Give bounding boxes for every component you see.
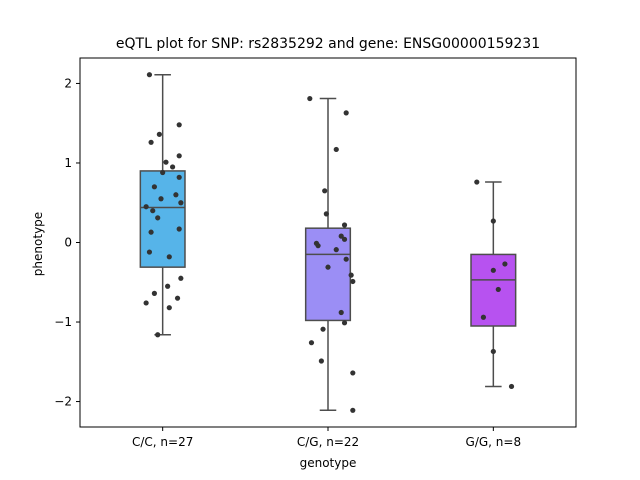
- data-point: [163, 159, 169, 165]
- data-point: [341, 320, 348, 326]
- data-point: [160, 169, 166, 176]
- data-point: [166, 254, 172, 260]
- data-point: [155, 215, 161, 221]
- data-point: [338, 309, 344, 316]
- data-point: [323, 211, 329, 217]
- x-tick-label: C/G, n=22: [297, 435, 359, 449]
- data-point: [490, 348, 496, 355]
- data-point: [341, 222, 348, 228]
- data-point: [341, 236, 348, 242]
- data-point: [480, 314, 487, 320]
- plot-area: [139, 72, 517, 413]
- y-tick-label: −1: [54, 315, 72, 329]
- data-point: [150, 208, 156, 214]
- data-point: [343, 256, 349, 262]
- chart-title: eQTL plot for SNP: rs2835292 and gene: E…: [116, 36, 540, 52]
- data-point: [176, 122, 182, 128]
- data-point: [350, 407, 356, 413]
- data-point: [474, 179, 480, 185]
- data-point: [307, 95, 313, 102]
- y-axis: −2 −1 0 1 2: [54, 76, 80, 409]
- iqr-box: [304, 227, 352, 322]
- data-point: [148, 229, 154, 235]
- data-point: [343, 110, 349, 116]
- box-group-3: [470, 179, 517, 390]
- data-point: [173, 192, 179, 198]
- data-point: [320, 326, 326, 332]
- data-point: [308, 340, 315, 346]
- data-point: [151, 184, 157, 190]
- x-axis: C/C, n=27 C/G, n=22 G/G, n=8: [132, 427, 521, 449]
- x-axis-label: genotype: [300, 456, 357, 470]
- data-point: [176, 153, 182, 159]
- data-point: [318, 358, 324, 364]
- data-point: [174, 295, 181, 301]
- data-point: [178, 200, 184, 206]
- data-point: [143, 300, 149, 306]
- box-group-1: [139, 72, 186, 338]
- data-point: [350, 278, 356, 285]
- data-point: [146, 72, 153, 78]
- data-point: [490, 267, 496, 273]
- data-point: [143, 204, 149, 210]
- data-point: [176, 226, 182, 232]
- y-tick-label: 2: [64, 76, 72, 90]
- data-point: [348, 272, 354, 278]
- data-point: [350, 370, 356, 376]
- data-point: [333, 146, 339, 153]
- data-point: [495, 286, 501, 293]
- data-point: [325, 264, 331, 270]
- data-point: [178, 275, 184, 281]
- data-point: [151, 290, 157, 296]
- data-point: [502, 261, 508, 267]
- data-point: [148, 139, 154, 145]
- box-group-2: [304, 95, 356, 413]
- iqr-box: [470, 253, 517, 327]
- x-tick-label: G/G, n=8: [466, 435, 522, 449]
- y-tick-label: 0: [64, 236, 72, 250]
- data-point: [165, 283, 171, 289]
- data-point: [155, 332, 161, 338]
- y-tick-label: 1: [64, 156, 72, 170]
- data-point: [158, 196, 164, 202]
- data-point: [146, 249, 153, 255]
- y-tick-label: −2: [54, 395, 72, 409]
- y-axis-label: phenotype: [31, 212, 45, 276]
- data-point: [169, 164, 176, 170]
- data-point: [490, 218, 496, 224]
- data-point: [166, 305, 172, 311]
- data-point: [322, 188, 328, 194]
- data-point: [176, 174, 182, 180]
- data-point: [508, 383, 515, 390]
- data-point: [338, 233, 344, 239]
- data-point: [333, 247, 339, 253]
- data-point: [156, 131, 162, 137]
- x-tick-label: C/C, n=27: [132, 435, 193, 449]
- data-point: [315, 243, 321, 249]
